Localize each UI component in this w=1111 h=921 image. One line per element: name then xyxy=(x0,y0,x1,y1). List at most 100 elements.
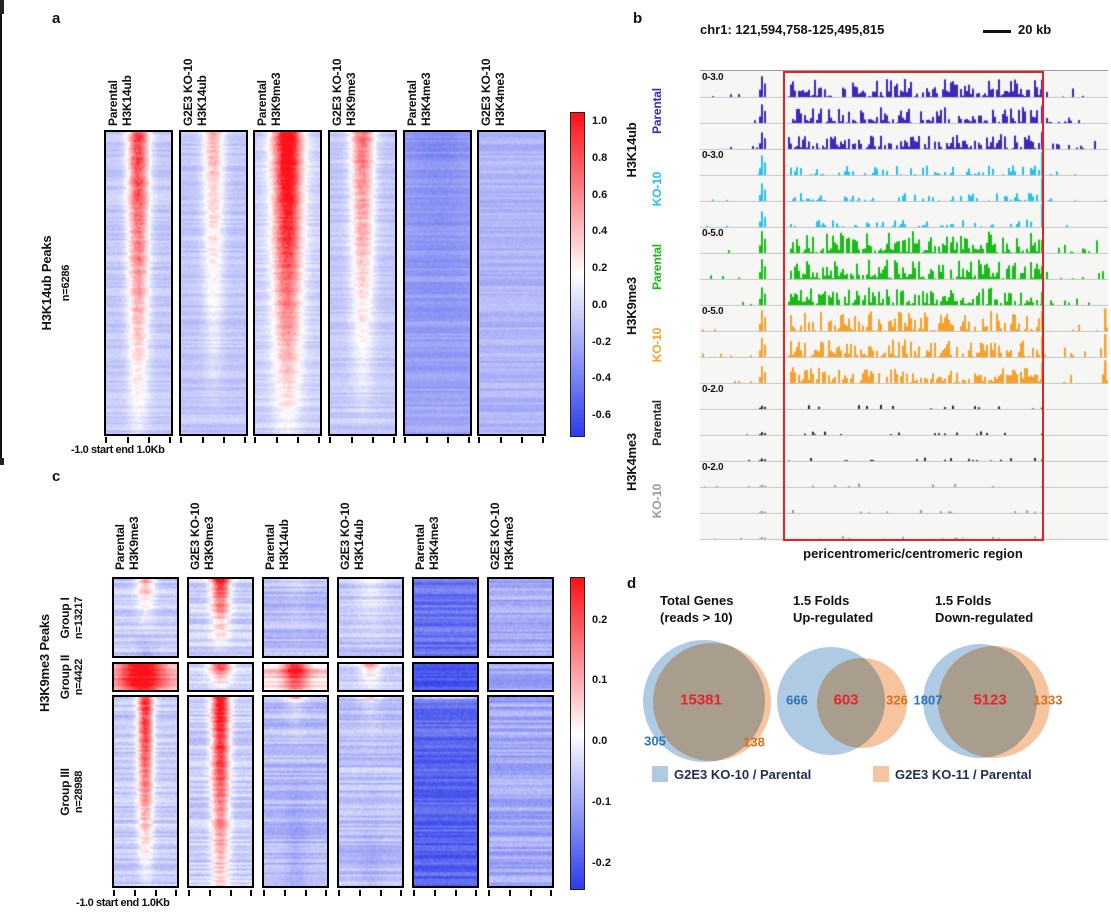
heatmap-a-col-3 xyxy=(328,130,397,436)
colorbar-a-tickmark xyxy=(0,4,4,6)
colorbar-a-canvas xyxy=(571,113,584,436)
heatmap-axis-tick xyxy=(500,437,502,443)
track-group-bracket xyxy=(0,87,2,162)
venn-circle-ko11-1 xyxy=(817,658,907,748)
heatmap-a-col-2-canvas xyxy=(255,132,320,434)
heatmap-c-group2-col-5-canvas xyxy=(489,664,552,690)
venn-2-count-center: 5123 xyxy=(973,691,1007,709)
heatmap-axis-tick xyxy=(230,890,232,896)
heatmap-axis-tick xyxy=(550,890,552,896)
venn-circle-ko11-0 xyxy=(653,643,771,761)
panel-c-col-label-line2: H3K4me3 xyxy=(501,516,516,570)
venn-circle-ko11-2 xyxy=(938,646,1050,758)
venn-0-count-center: 15381 xyxy=(680,691,722,709)
heatmap-c-group1-col-4 xyxy=(412,577,479,658)
venn-1-count-left: 666 xyxy=(786,692,808,708)
colorbar-a-tick-label: 0.4 xyxy=(592,225,608,238)
heatmap-c-group3-col-5 xyxy=(487,695,554,888)
heatmap-axis-tick xyxy=(127,437,129,443)
heatmap-axis-tick xyxy=(468,437,470,443)
histone-label-H3K4me3: H3K4me3 xyxy=(624,433,639,491)
heatmap-axis-tick xyxy=(318,437,320,443)
colorbar-a-tick-label: 1.0 xyxy=(592,115,608,128)
signal-track-H3K14ub-Parental-1 xyxy=(700,98,1108,124)
heatmap-axis-tick xyxy=(297,437,299,443)
heatmap-c-group2-col-3 xyxy=(337,662,404,692)
panel-a-col-label-line2: H3K9me3 xyxy=(343,72,358,126)
heatmap-c-group3-col-4 xyxy=(412,695,479,888)
heatmap-a-col-5-canvas xyxy=(479,132,544,434)
heatmap-axis-tick xyxy=(134,890,136,896)
venn-2-count-right: 1333 xyxy=(1033,692,1063,708)
colorbar-c-tick-label: -0.2 xyxy=(592,856,611,869)
colorbar-c-tickmark xyxy=(0,460,4,462)
heatmap-a-col-0-canvas xyxy=(106,132,171,434)
heatmap-axis-tick xyxy=(372,437,374,443)
heatmap-c-group2-col-2 xyxy=(262,662,329,692)
heatmap-axis-tick xyxy=(254,437,256,443)
panel-c-col-label-line2: H3K4me3 xyxy=(426,516,441,570)
colorbar-c-tickmark xyxy=(0,463,4,465)
heatmap-c-group3-col-5-canvas xyxy=(489,697,552,886)
colorbar-a-tick-label: 0.2 xyxy=(592,262,608,275)
signal-track-H3K14ub-KO-10-1 xyxy=(700,176,1108,202)
signal-track-H3K9me3-Parental-0 xyxy=(700,228,1108,254)
signal-track-H3K14ub-KO-10-2 xyxy=(700,202,1108,228)
colorbar-a-tickmark xyxy=(0,9,4,11)
track-group-bracket xyxy=(0,383,2,458)
heatmap-c-group1-col-3 xyxy=(337,577,404,658)
signal-track-H3K14ub-KO-10-0 xyxy=(700,150,1108,176)
track-group-bracket xyxy=(0,235,2,310)
colorbar-a-tickmark xyxy=(0,10,4,12)
heatmap-axis-tick xyxy=(359,890,361,896)
heatmap-c-group2-col-5 xyxy=(487,662,554,692)
heatmap-axis-tick xyxy=(169,437,171,443)
heatmap-axis-tick xyxy=(413,890,415,896)
heatmap-axis-tick xyxy=(393,437,395,443)
signal-track-H3K4me3-KO-10-2 xyxy=(700,514,1108,540)
heatmap-axis-tick xyxy=(488,890,490,896)
signal-track-H3K9me3-KO-10-0 xyxy=(700,306,1108,332)
heatmap-axis-tick xyxy=(105,437,107,443)
panel-a-col-label-line2: H3K14ub xyxy=(119,75,134,126)
venn-1-count-right: 326 xyxy=(886,692,908,708)
panel-a-row-count: n=6286 xyxy=(60,264,72,302)
heatmap-c-group2-col-4-canvas xyxy=(414,664,477,690)
colorbar-a-tickmark xyxy=(0,6,4,8)
panel-c-col-label-line2: H3K9me3 xyxy=(126,516,141,570)
heatmap-c-group1-col-0 xyxy=(112,577,179,658)
venn-title-1: 1.5 Folds Up-regulated xyxy=(793,593,874,625)
signal-track-H3K9me3-KO-10-2 xyxy=(700,358,1108,384)
heatmap-a-col-3-canvas xyxy=(330,132,395,434)
legend-swatch-1 xyxy=(873,766,889,782)
panel-c-row-label: H3K9me3 Peaks xyxy=(37,614,52,712)
heatmap-c-group1-col-5 xyxy=(487,577,554,658)
heatmap-c-group1-col-2 xyxy=(262,577,329,658)
colorbar-c-canvas xyxy=(571,578,584,889)
colorbar-a-tickmark xyxy=(0,7,4,9)
panel-a-xaxis-label: -1.0 start end 1.0Kb xyxy=(71,444,165,456)
heatmap-c-group3-col-3 xyxy=(337,695,404,888)
heatmap-c-group2-col-1 xyxy=(187,662,254,692)
heatmap-c-group1-col-3-canvas xyxy=(339,579,402,656)
legend-label-0: G2E3 KO-10 / Parental xyxy=(674,767,812,782)
heatmap-c-group2-col-4 xyxy=(412,662,479,692)
panel-d-label: d xyxy=(627,575,637,592)
heatmap-axis-tick xyxy=(509,890,511,896)
signal-track-H3K4me3-KO-10-1 xyxy=(700,488,1108,514)
heatmap-axis-tick xyxy=(447,437,449,443)
heatmap-axis-tick xyxy=(305,890,307,896)
heatmap-c-group1-col-2-canvas xyxy=(264,579,327,656)
track-group-bracket xyxy=(0,161,2,236)
track-group-bracket xyxy=(0,13,2,88)
colorbar-c xyxy=(570,577,585,890)
heatmap-axis-tick xyxy=(209,890,211,896)
colorbar-c-tick-label: 0.1 xyxy=(592,674,608,687)
heatmap-c-group3-col-4-canvas xyxy=(414,697,477,886)
venn-2-count-left: 1807 xyxy=(913,692,943,708)
heatmap-axis-tick xyxy=(113,890,115,896)
signal-track-H3K14ub-Parental-0 xyxy=(700,72,1108,98)
heatmap-c-group3-col-0 xyxy=(112,695,179,888)
venn-diagrams: 305 15381 138 666 603 326 1807 5123 1333 xyxy=(620,630,1111,772)
